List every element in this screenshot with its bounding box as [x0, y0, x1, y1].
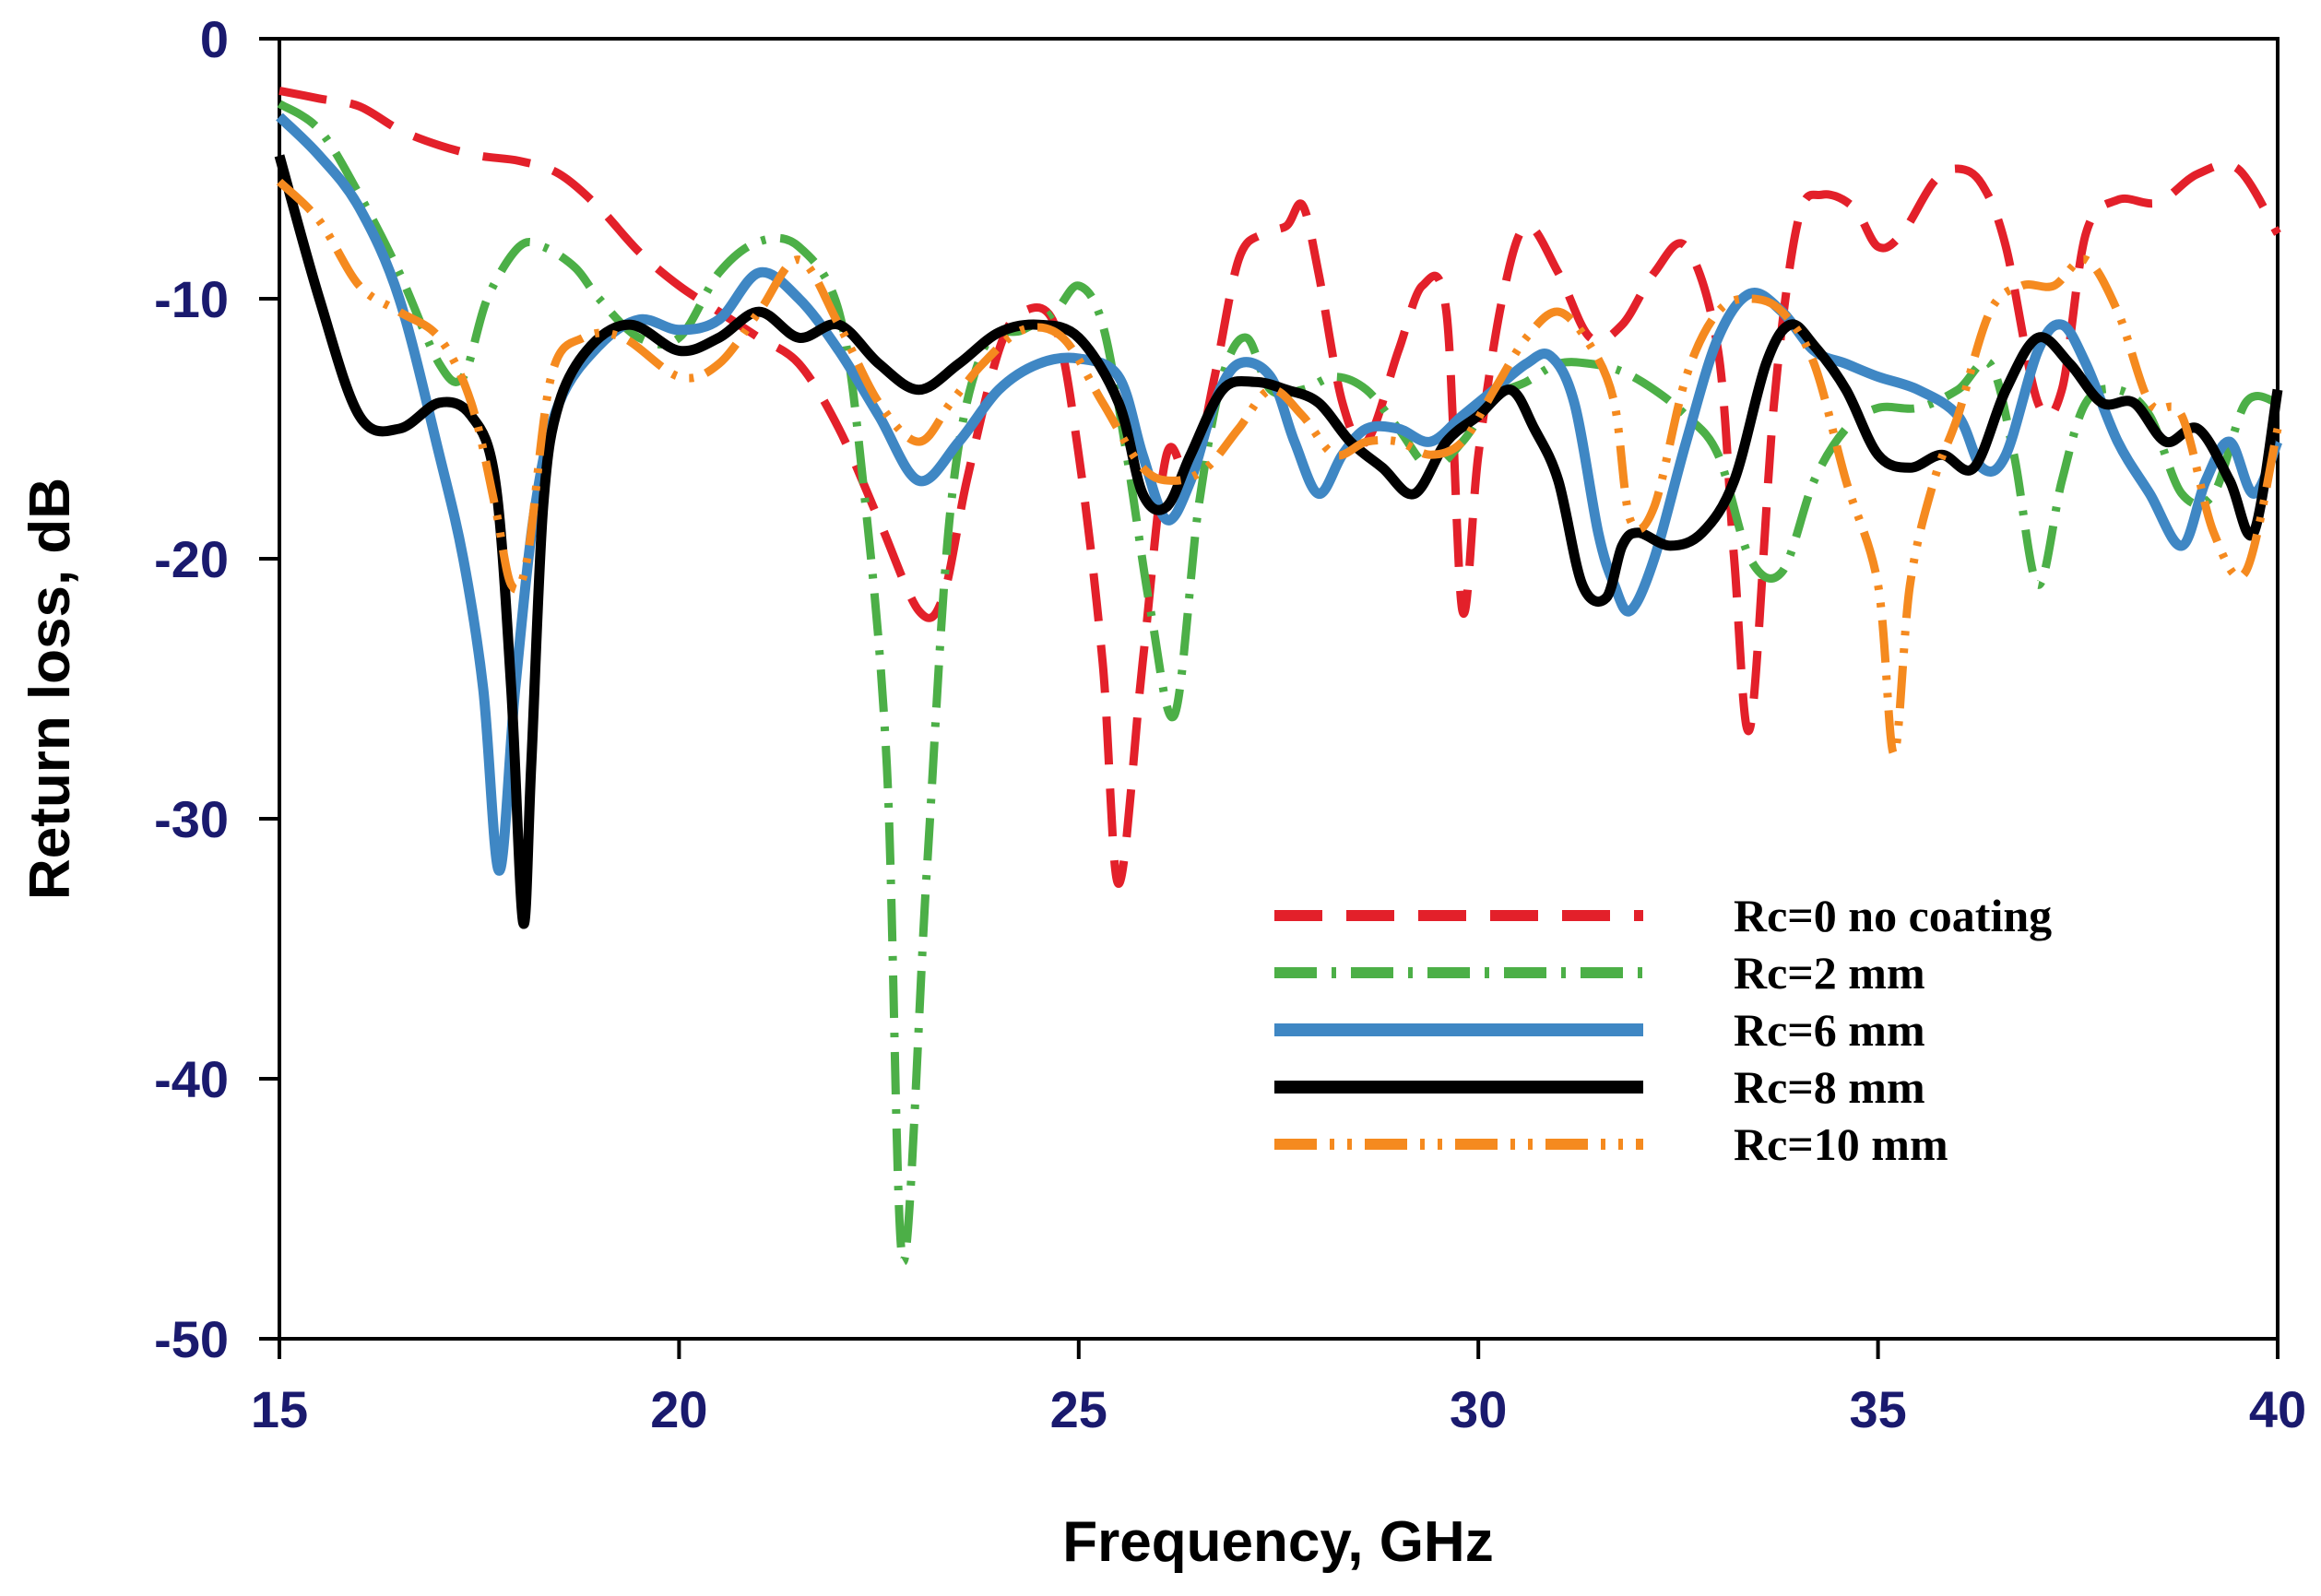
plot-area-frame [278, 37, 2280, 1341]
y-tick-label: -20 [154, 530, 229, 588]
x-tick-label: 40 [2249, 1380, 2306, 1438]
legend-label-4: Rc=8 mm [1734, 1061, 1925, 1113]
x-tick-label: 25 [1050, 1380, 1107, 1438]
x-tick-label: 15 [251, 1380, 308, 1438]
y-tick-label: -30 [154, 790, 229, 848]
x-tick-label: 30 [1450, 1380, 1507, 1438]
legend-label-2: Rc=2 mm [1734, 947, 1925, 999]
series-line-2 [277, 100, 2280, 1266]
legend-label-1: Rc=0 no coating [1734, 890, 2052, 941]
x-tick-label: 20 [650, 1380, 707, 1438]
y-axis: 0 -10 -20 -30 -40 -50 [154, 10, 279, 1368]
x-axis: 15 20 25 30 35 40 [251, 1339, 2306, 1438]
y-tick-label: -10 [154, 270, 229, 328]
x-axis-title: Frequency, GHz [1062, 1510, 1493, 1574]
y-tick-label: 0 [200, 10, 229, 68]
x-tick-label: 35 [1849, 1380, 1906, 1438]
series-layer [274, 86, 2283, 1266]
y-tick-label: -40 [154, 1050, 229, 1108]
legend-label-5: Rc=10 mm [1734, 1118, 1948, 1170]
y-axis-title: Return loss, dB [18, 478, 82, 900]
series-line-5 [276, 178, 2282, 758]
legend-label-3: Rc=6 mm [1734, 1004, 1925, 1056]
y-tick-label: -50 [154, 1310, 229, 1368]
